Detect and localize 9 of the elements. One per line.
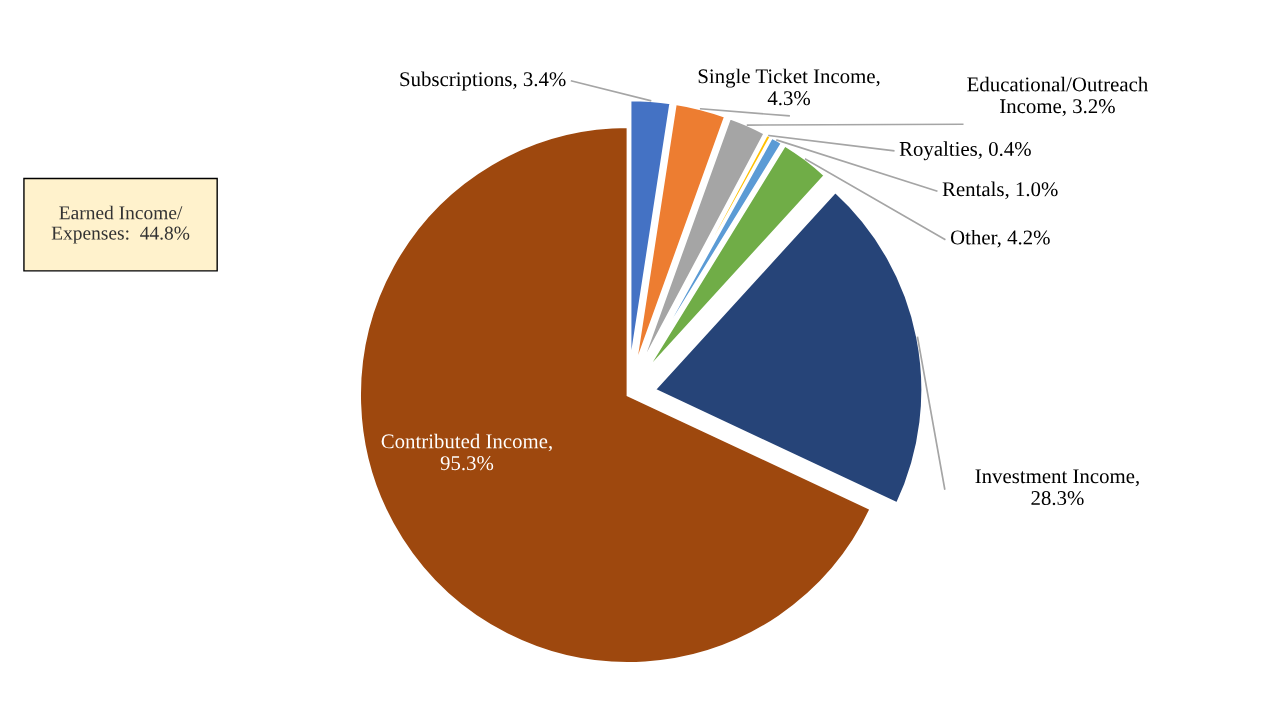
text: Earned Income/ Expenses: 44.8%: [51, 205, 190, 244]
slice-label: Investment Income, 28.3%: [975, 469, 1139, 506]
slice-label: Royalties, 0.4%: [899, 141, 1031, 161]
slice-label: Other, 4.2%: [950, 229, 1050, 248]
slice-label: Contributed Income, 95.3%: [381, 433, 552, 471]
slice-label: Subscriptions, 3.4%: [400, 71, 566, 91]
slice-label: Rentals, 1.0%: [942, 181, 1058, 200]
slice-label: Single Ticket Income, 4.3%: [698, 68, 880, 106]
slice-label: Educational/Outreach Income, 3.2%: [967, 76, 1148, 117]
